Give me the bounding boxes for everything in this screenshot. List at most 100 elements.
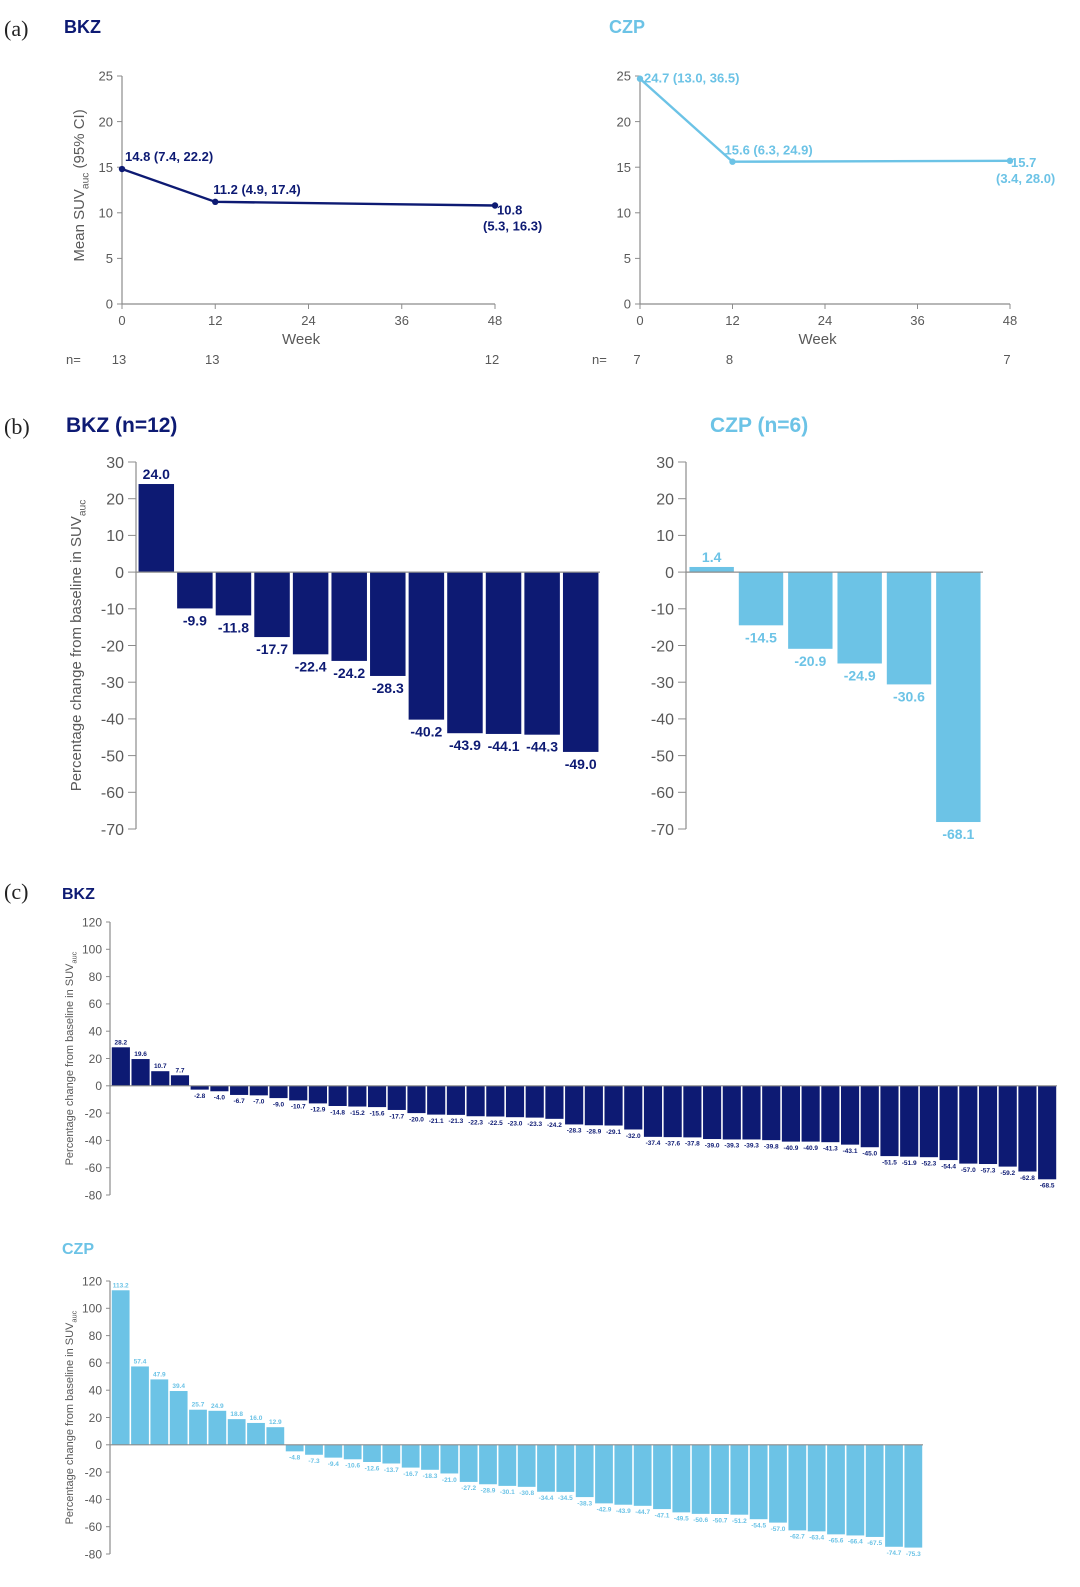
bar <box>505 1085 525 1118</box>
bar-value-label: -10.7 <box>291 1104 306 1111</box>
bar-value-label: -32.0 <box>626 1133 641 1140</box>
y-tick-label: -20 <box>85 1106 103 1120</box>
bar <box>111 1290 130 1445</box>
bar-value-label: -38.3 <box>577 1500 592 1507</box>
bar <box>738 572 784 626</box>
bar <box>249 1085 268 1096</box>
bar <box>801 1085 820 1142</box>
n-label: n= <box>592 352 607 367</box>
data-point <box>118 165 126 173</box>
y-tick-label: -40 <box>85 1493 103 1507</box>
data-point <box>1006 157 1014 165</box>
bar <box>210 1085 229 1092</box>
x-tick-label: 24 <box>818 313 832 328</box>
y-tick-label: 40 <box>89 1025 103 1039</box>
y-tick-label: 20 <box>89 1411 103 1425</box>
bar <box>363 1444 381 1462</box>
y-tick-label: 40 <box>89 1384 103 1398</box>
bar <box>407 1085 426 1114</box>
bar <box>959 1085 978 1164</box>
y-tick-label: 25 <box>617 69 631 84</box>
bar-value-label: -24.2 <box>547 1122 562 1129</box>
bar <box>821 1085 840 1143</box>
bar-value-label: -57.3 <box>981 1167 996 1174</box>
y-tick-label: -40 <box>651 712 674 729</box>
bar <box>742 1085 761 1140</box>
bar-value-label: -43.9 <box>616 1508 631 1515</box>
data-label: 15.7 (3.4, 28.0) <box>996 155 1055 186</box>
bar-value-label: -14.5 <box>745 629 777 645</box>
bar-value-label: 19.6 <box>134 1051 147 1058</box>
y-tick-label: 10 <box>106 528 124 545</box>
bar <box>584 1085 603 1126</box>
chart-title: CZP <box>609 17 645 37</box>
bar <box>208 1410 227 1445</box>
n-value: 8 <box>726 352 733 367</box>
bar <box>643 1085 663 1137</box>
bar <box>292 572 329 655</box>
x-tick-label: 24 <box>301 313 315 328</box>
y-tick-label: 100 <box>82 943 102 957</box>
y-tick-label: -70 <box>651 822 674 839</box>
panel-label-a: (a) <box>4 16 28 41</box>
bar <box>545 1085 564 1119</box>
chart-b-bkz: BKZ (n=12) 30 20 10 0 -10 -20 -30 -40 -50 -60 -70 24… <box>66 414 600 839</box>
bar <box>722 1085 741 1140</box>
y-tick-label: 15 <box>617 160 631 175</box>
bar <box>537 1444 555 1492</box>
bar <box>886 572 932 685</box>
bar <box>177 572 213 609</box>
n-value: 13 <box>112 352 126 367</box>
bar-value-label: -17.7 <box>256 641 288 657</box>
chart-title: CZP (n=6) <box>710 414 808 437</box>
bar <box>565 1085 584 1125</box>
bar-value-label: 18.8 <box>230 1411 243 1418</box>
y-tick-label: 15 <box>99 160 113 175</box>
y-tick-label: -70 <box>101 822 124 839</box>
bar <box>227 1419 246 1445</box>
y-tick-label: 0 <box>624 297 631 312</box>
bar-value-label: -15.6 <box>370 1110 385 1117</box>
bar-value-label: -66.4 <box>848 1539 863 1546</box>
bar-value-label: 7.7 <box>175 1067 184 1074</box>
bar <box>285 1444 304 1452</box>
bar <box>387 1085 406 1110</box>
bar <box>367 1085 387 1108</box>
bar-value-label: -45.0 <box>862 1151 877 1158</box>
bar <box>703 1085 722 1140</box>
bar-value-label: -57.0 <box>771 1526 786 1533</box>
chart-c-czp: CZP 120 100 80 60 40 20 0 -20 -40 -60 -80 113.2 57.4 4… <box>62 1241 923 1561</box>
n-value: 7 <box>1003 352 1010 367</box>
bar <box>427 1085 446 1115</box>
y-tick-label: 120 <box>82 1274 102 1288</box>
bar <box>446 1085 465 1115</box>
bar-value-label: -65.6 <box>829 1538 844 1545</box>
y-tick-label: -60 <box>101 785 124 802</box>
y-tick-label: 0 <box>106 297 113 312</box>
bar-value-label: -12.6 <box>365 1465 380 1472</box>
bar-value-label: -40.9 <box>803 1145 818 1152</box>
y-tick-label: 100 <box>82 1302 102 1316</box>
bar-value-label: -9.9 <box>183 612 207 628</box>
bar <box>517 1444 536 1487</box>
chart-a-czp: CZP 0 5 10 15 20 25 0 12 24 36 48 Week 24.7 (13.0, 36… <box>592 17 1055 367</box>
y-axis-title: Percentage change from baseline in SUVau… <box>64 951 78 1165</box>
y-axis-title: Mean SUVauc (95% CI) <box>71 109 92 261</box>
bar <box>324 1444 343 1458</box>
y-tick-label: 60 <box>89 997 103 1011</box>
x-axis-title: Week <box>799 331 838 348</box>
bar <box>711 1444 729 1515</box>
bar <box>900 1085 919 1157</box>
data-label: 14.8 (7.4, 22.2) <box>125 149 213 164</box>
bar-value-label: 47.9 <box>153 1371 166 1378</box>
data-label: 15.6 (6.3, 24.9) <box>725 143 813 158</box>
x-tick-label: 0 <box>636 313 643 328</box>
bar-value-label: -44.7 <box>635 1509 650 1516</box>
bar-value-label: -57.0 <box>961 1167 976 1174</box>
x-tick-label: 12 <box>725 313 739 328</box>
bar <box>150 1379 169 1445</box>
bar-value-label: -2.8 <box>194 1093 206 1100</box>
bar <box>788 572 833 649</box>
bar-value-label: -39.3 <box>724 1143 739 1150</box>
n-label: n= <box>66 352 81 367</box>
